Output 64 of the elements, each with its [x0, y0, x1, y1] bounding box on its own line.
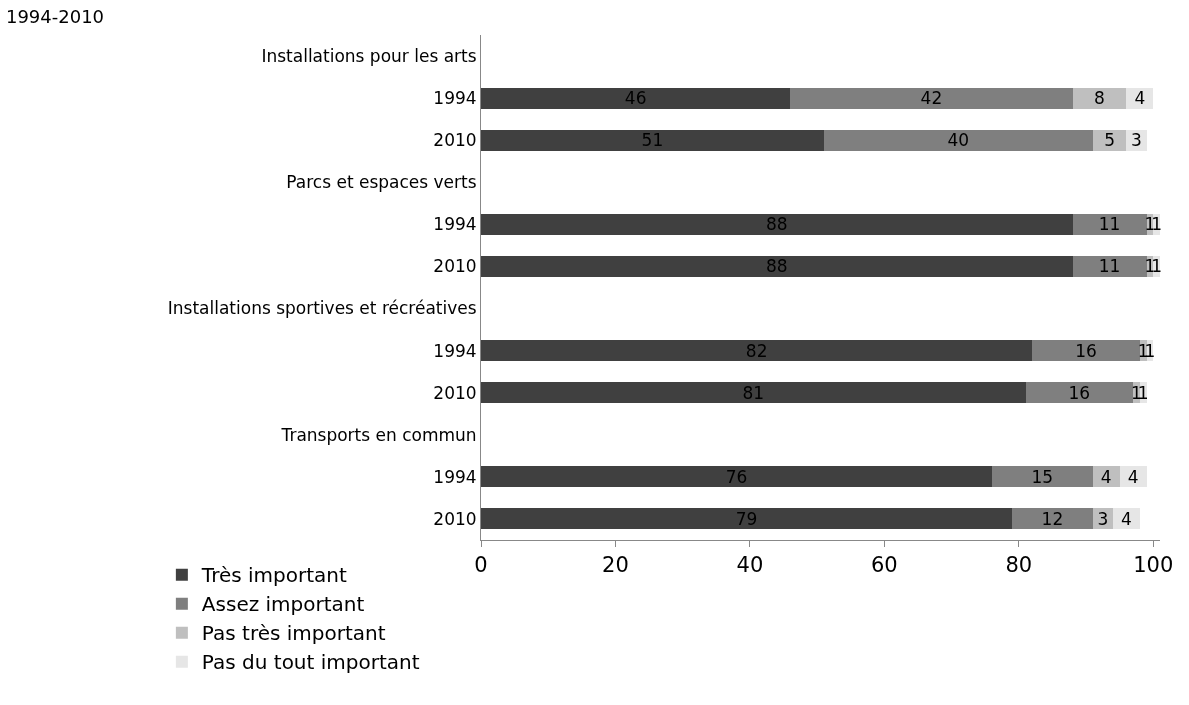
- data-label: 4: [1120, 508, 1132, 529]
- data-label: 81: [742, 382, 765, 403]
- data-label: 11: [1098, 256, 1121, 277]
- bar: [481, 340, 1033, 362]
- data-label: 5: [1104, 130, 1115, 151]
- legend-label: Très important: [200, 563, 347, 588]
- data-label: 40: [947, 130, 970, 151]
- bar: [991, 466, 1093, 488]
- data-label: 4: [1100, 466, 1112, 487]
- bar: [1072, 87, 1127, 109]
- bar: [481, 466, 992, 488]
- data-label: 12: [1041, 508, 1064, 529]
- text: 1994-2010: [5, 6, 105, 28]
- bar: [1072, 255, 1147, 277]
- y-tick-label: 2010: [433, 382, 477, 403]
- y-tick-label: 1994: [433, 340, 477, 361]
- legend-label: Pas très important: [201, 621, 386, 646]
- legend-label: Assez important: [201, 592, 365, 617]
- y-tick-label: 2010: [433, 508, 477, 529]
- bar: [823, 129, 1093, 151]
- bar: [1032, 340, 1140, 362]
- bar: [481, 213, 1073, 235]
- y-tick-label: 1994: [433, 214, 477, 235]
- y-tick-label: Installations pour les arts: [261, 45, 477, 66]
- y-tick-label: 1994: [433, 466, 477, 487]
- data-label: 3: [1131, 130, 1142, 151]
- data-label: 82: [745, 340, 768, 361]
- data-label: 79: [735, 508, 758, 529]
- data-label: 16: [1068, 382, 1091, 403]
- x-tick-label: 80: [1005, 553, 1033, 578]
- data-label: 88: [765, 256, 788, 277]
- y-tick-label: Installations sportives et récréatives: [167, 298, 477, 319]
- y-tick-label: Transports en commun: [280, 424, 477, 445]
- x-tick-label: 60: [871, 553, 898, 578]
- data-label: 4: [1134, 88, 1146, 109]
- y-tick-label: 2010: [433, 130, 477, 151]
- bar: [790, 87, 1073, 109]
- bar: [481, 382, 1026, 404]
- bar: [481, 87, 791, 109]
- bar: [1012, 508, 1093, 530]
- y-tick-label: Parcs et espaces verts: [286, 172, 477, 193]
- x-tick-label: 40: [736, 553, 764, 578]
- x-tick-label: 20: [602, 553, 629, 578]
- x-tick-label: 0: [474, 553, 488, 578]
- y-tick-label: 1994: [433, 88, 477, 109]
- x-tick-label: 100: [1133, 553, 1174, 578]
- legend-label: Pas du tout important: [201, 650, 420, 675]
- data-label: 51: [641, 130, 664, 151]
- data-label: 8: [1094, 88, 1105, 109]
- data-label: 76: [725, 466, 748, 487]
- data-label: 88: [765, 214, 788, 235]
- bar: [1072, 213, 1147, 235]
- bar: [1025, 382, 1134, 404]
- bar: [481, 508, 1013, 530]
- data-label: 46: [624, 88, 647, 109]
- data-label: 16: [1075, 340, 1097, 361]
- data-label: 3: [1097, 508, 1109, 529]
- data-label: 42: [920, 88, 943, 109]
- data-label: 11: [1098, 214, 1121, 235]
- y-tick-label: 2010: [433, 256, 477, 277]
- bar: [481, 255, 1073, 277]
- bar: [481, 129, 824, 151]
- data-label: 15: [1031, 466, 1054, 487]
- data-label: 4: [1127, 466, 1139, 487]
